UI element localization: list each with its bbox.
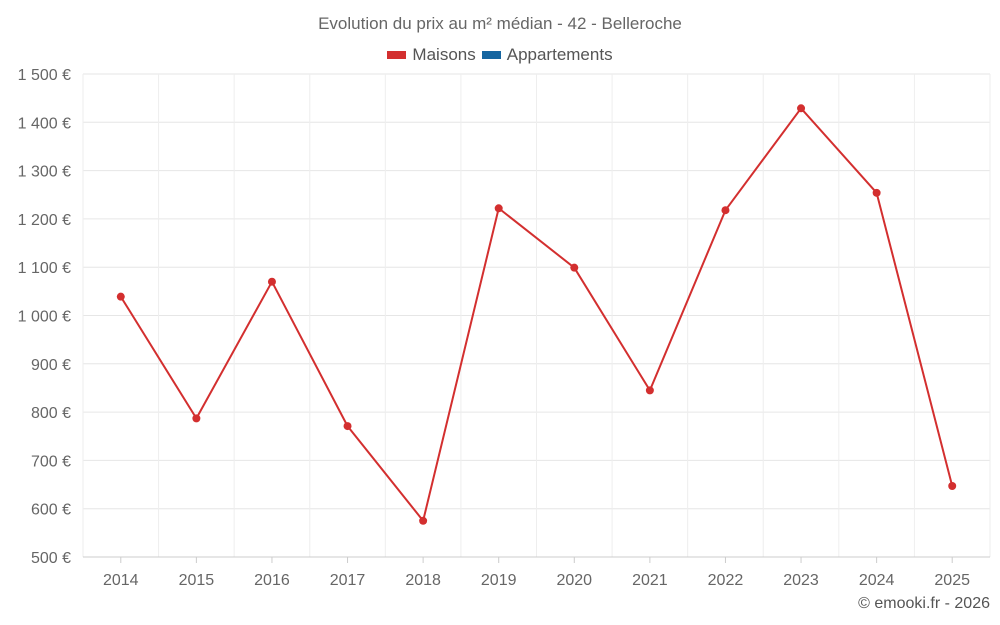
y-tick-label: 1 300 € — [18, 164, 71, 181]
x-tick-label: 2022 — [708, 572, 744, 589]
data-point — [721, 206, 730, 215]
x-tick-label: 2019 — [481, 572, 517, 589]
y-tick-label: 1 400 € — [18, 115, 71, 132]
data-point — [343, 422, 352, 431]
y-tick-label: 900 € — [31, 357, 71, 374]
x-tick-label: 2014 — [103, 572, 139, 589]
series-line-maisons — [119, 107, 954, 522]
x-tick-label: 2021 — [632, 572, 668, 589]
y-tick-label: 800 € — [31, 405, 71, 422]
data-point — [645, 386, 654, 395]
legend-item-maisons[interactable]: Maisons — [387, 45, 476, 65]
x-tick-label: 2017 — [330, 572, 366, 589]
data-point — [267, 277, 276, 286]
data-point — [797, 104, 806, 113]
watermark: © emooki.fr - 2026 — [858, 595, 990, 612]
x-tick-label: 2020 — [556, 572, 592, 589]
x-tick-label: 2024 — [859, 572, 895, 589]
legend-label-appartements: Appartements — [506, 45, 613, 64]
data-point — [872, 188, 881, 197]
data-point — [192, 414, 201, 423]
data-point — [948, 481, 957, 490]
x-tick-label: 2025 — [934, 572, 970, 589]
data-point — [570, 263, 579, 272]
legend-item-appartements[interactable]: Appartements — [481, 45, 613, 65]
legend-label-maisons: Maisons — [412, 45, 476, 64]
y-tick-label: 1 500 € — [18, 67, 71, 84]
x-tick-label: 2016 — [254, 572, 290, 589]
chart-legend: Maisons Appartements — [0, 45, 1000, 65]
y-tick-label: 700 € — [31, 453, 71, 470]
y-tick-label: 1 000 € — [18, 309, 71, 326]
x-tick-label: 2015 — [179, 572, 215, 589]
y-tick-label: 1 200 € — [18, 212, 71, 229]
legend-swatch-maisons — [387, 51, 407, 59]
x-tick-label: 2023 — [783, 572, 819, 589]
data-point — [494, 204, 503, 213]
y-tick-label: 1 100 € — [18, 260, 71, 277]
chart-title: Evolution du prix au m² médian - 42 - Be… — [318, 14, 682, 33]
y-tick-label: 600 € — [31, 502, 71, 519]
legend-swatch-appartements — [481, 51, 501, 59]
x-tick-label: 2018 — [405, 572, 441, 589]
y-tick-label: 500 € — [31, 550, 71, 567]
data-point — [116, 292, 125, 301]
data-point — [419, 516, 428, 525]
